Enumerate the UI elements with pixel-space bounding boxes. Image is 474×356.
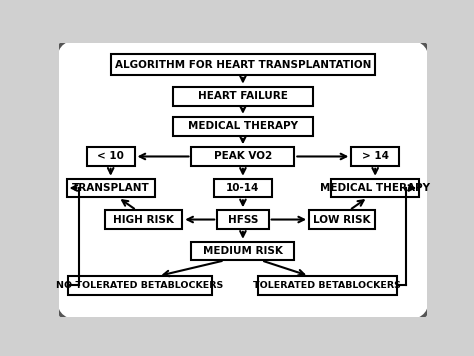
Text: TOLERATED BETABLOCKERS: TOLERATED BETABLOCKERS (254, 281, 401, 290)
FancyBboxPatch shape (173, 87, 313, 106)
Text: ALGORITHM FOR HEART TRANSPLANTATION: ALGORITHM FOR HEART TRANSPLANTATION (115, 60, 371, 70)
FancyBboxPatch shape (351, 147, 399, 166)
FancyBboxPatch shape (309, 210, 375, 229)
Text: HEART FAILURE: HEART FAILURE (198, 91, 288, 101)
Text: HFSS: HFSS (228, 215, 258, 225)
FancyBboxPatch shape (55, 37, 430, 322)
Text: LOW RISK: LOW RISK (313, 215, 371, 225)
Text: MEDICAL THERAPY: MEDICAL THERAPY (188, 121, 298, 131)
FancyBboxPatch shape (258, 276, 397, 295)
Text: 10-14: 10-14 (226, 183, 260, 193)
FancyBboxPatch shape (87, 147, 135, 166)
FancyBboxPatch shape (331, 179, 419, 197)
FancyBboxPatch shape (191, 242, 294, 260)
Text: HIGH RISK: HIGH RISK (113, 215, 174, 225)
Text: NO TOLERATED BETABLOCKERS: NO TOLERATED BETABLOCKERS (56, 281, 224, 290)
FancyBboxPatch shape (191, 147, 294, 166)
FancyBboxPatch shape (213, 179, 272, 197)
Text: PEAK VO2: PEAK VO2 (214, 152, 272, 162)
Text: MEDICAL THERAPY: MEDICAL THERAPY (320, 183, 430, 193)
FancyBboxPatch shape (217, 210, 269, 229)
FancyBboxPatch shape (66, 179, 155, 197)
FancyBboxPatch shape (173, 117, 313, 136)
Text: MEDIUM RISK: MEDIUM RISK (203, 246, 283, 256)
Text: < 10: < 10 (97, 152, 124, 162)
FancyBboxPatch shape (105, 210, 182, 229)
FancyBboxPatch shape (68, 276, 212, 295)
Text: > 14: > 14 (362, 152, 389, 162)
Text: TRANSPLANT: TRANSPLANT (72, 183, 150, 193)
FancyBboxPatch shape (110, 54, 375, 75)
